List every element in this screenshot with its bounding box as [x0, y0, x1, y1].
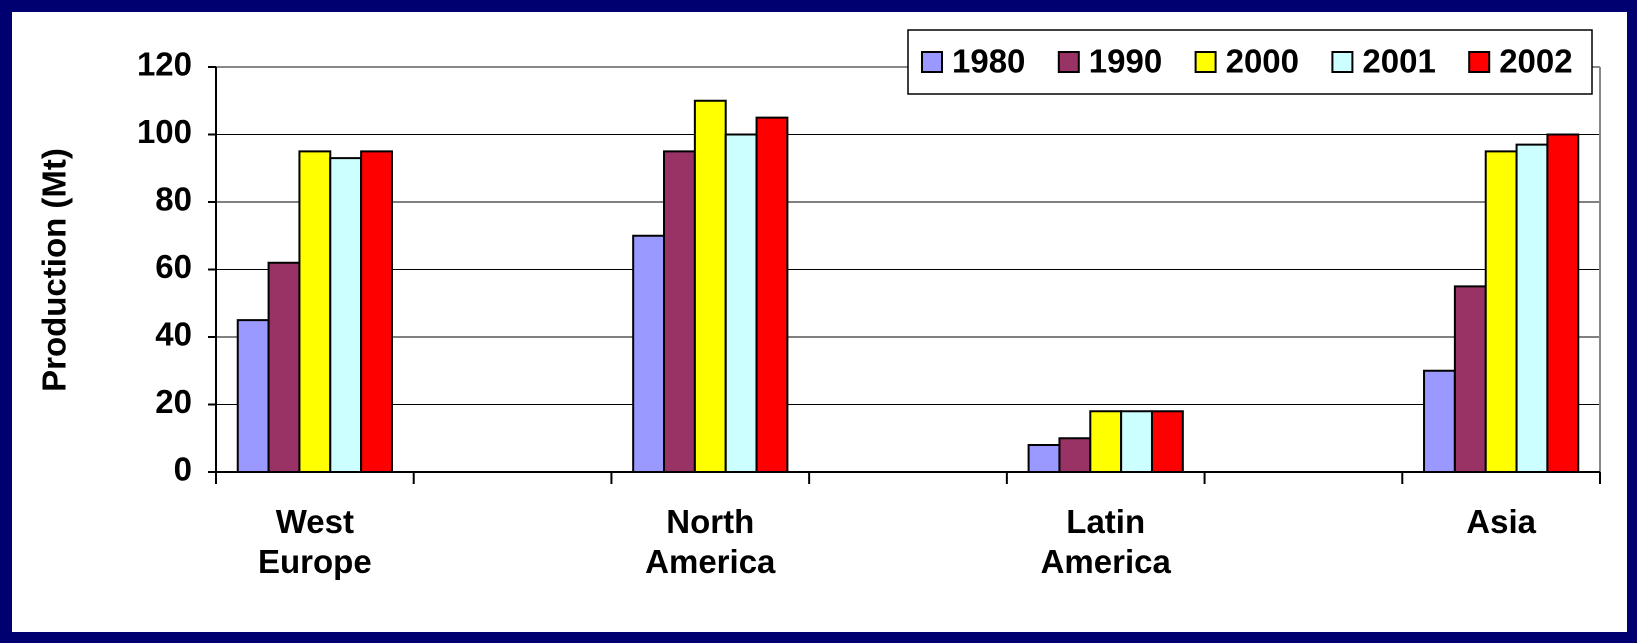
- legend-label: 2002: [1499, 43, 1572, 80]
- bar: [267, 261, 301, 473]
- legend-swatch: [1057, 51, 1080, 73]
- bar: [329, 157, 363, 473]
- y-tick-label: 120: [137, 46, 192, 83]
- y-axis-label: Production (Mt): [36, 148, 73, 392]
- bar: [1120, 410, 1153, 473]
- y-tick-label: 40: [155, 316, 192, 353]
- legend-swatch: [1468, 51, 1491, 73]
- bar: [663, 150, 696, 473]
- bar: [1089, 410, 1123, 473]
- y-tick-label: 60: [155, 248, 192, 285]
- bar: [693, 99, 727, 473]
- y-tick-label: 0: [174, 451, 192, 488]
- bar: [1058, 437, 1092, 473]
- legend-swatch: [1194, 51, 1217, 73]
- bar: [1484, 150, 1518, 473]
- bar: [1150, 410, 1184, 473]
- legend-swatch: [921, 51, 943, 73]
- legend-swatch: [1331, 51, 1354, 73]
- x-tick-label: Asia: [1466, 503, 1536, 540]
- x-tick-label: North America: [645, 503, 776, 580]
- legend-label: 2000: [1226, 43, 1299, 80]
- chart: Production (Mt) 0 20 40 60 80 100 120 1980 1990 2…: [36, 29, 1601, 488]
- bar: [1453, 285, 1487, 473]
- bar: [1515, 143, 1549, 473]
- bar: [298, 150, 332, 473]
- bar: [755, 116, 789, 473]
- chart-area: Production (Mt) 0 20 40 60 80 100 120 1980 1990 2…: [12, 12, 1627, 632]
- bar: [236, 319, 270, 473]
- legend-label: 1990: [1089, 43, 1162, 80]
- x-tick-label: Latin America: [1040, 503, 1171, 580]
- y-tick-label: 80: [155, 181, 192, 218]
- x-tick-label: West Europe: [258, 503, 372, 580]
- legend-label: 2001: [1362, 43, 1435, 80]
- y-tick-label: 20: [155, 383, 192, 420]
- bar: [1027, 444, 1061, 473]
- bar: [1546, 133, 1580, 473]
- legend-label: 1980: [952, 43, 1025, 80]
- y-tick-label: 100: [137, 113, 192, 150]
- bar: [1423, 369, 1456, 473]
- bar: [632, 234, 666, 473]
- bar: [360, 150, 393, 473]
- bar: [724, 133, 758, 473]
